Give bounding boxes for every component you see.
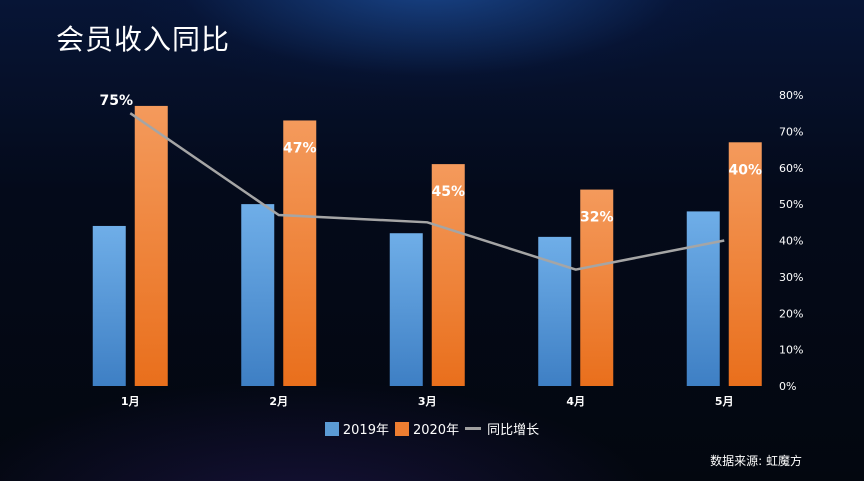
legend-label-2020: 2020年 [412, 423, 460, 438]
legend: 2019年 2020年 同比增长 [0, 419, 864, 438]
x-tick-label-3: 3月 [418, 395, 437, 408]
x-tick-label-5: 5月 [715, 395, 734, 408]
growth-data-label-3: 45% [431, 184, 465, 200]
bar-2019-3 [389, 233, 423, 386]
x-tick-label-2: 2月 [269, 395, 288, 408]
bar-2020-5 [728, 142, 762, 386]
growth-data-label-5: 40% [728, 162, 762, 178]
y-right-tick-label-1: 10% [779, 344, 803, 357]
bar-2020-3 [431, 164, 465, 386]
legend-label-2019: 2019年 [342, 423, 389, 438]
growth-line [129, 112, 725, 271]
legend-swatch-2020 [394, 421, 409, 436]
y-right-tick-label-6: 60% [779, 162, 803, 175]
bar-2019-5 [686, 211, 720, 386]
y-right-tick-label-3: 30% [779, 271, 803, 284]
bar-2019-2 [241, 204, 275, 386]
growth-data-label-2: 47% [283, 140, 317, 156]
bar-2020-2 [283, 120, 317, 387]
x-tick-label-1: 1月 [121, 395, 140, 408]
legend-swatch-2019 [324, 421, 339, 436]
y-right-tick-label-2: 20% [779, 307, 803, 320]
chart-title: 会员收入同比 [56, 23, 231, 56]
y-right-tick-label-7: 70% [779, 125, 803, 138]
legend-item-2020: 2020年 [394, 419, 460, 438]
y-right-tick-label-5: 50% [779, 198, 803, 211]
x-tick-label-4: 4月 [566, 395, 585, 408]
legend-label-growth: 同比增长 [487, 423, 540, 438]
legend-swatch-growth [465, 427, 482, 430]
growth-data-label-1: 75% [99, 93, 133, 109]
legend-item-growth: 同比增长 [465, 419, 539, 438]
y-right-tick-label-8: 80% [779, 89, 803, 102]
growth-data-label-4: 32% [580, 210, 614, 226]
bar-2019-1 [92, 225, 126, 386]
bar-2020-1 [134, 105, 168, 386]
legend-item-2019: 2019年 [324, 419, 389, 438]
data-source: 数据来源: 虹魔方 [710, 454, 802, 468]
y-right-tick-label-4: 40% [779, 235, 803, 248]
y-right-tick-label-0: 0% [779, 380, 796, 393]
bar-2020-4 [580, 189, 614, 386]
